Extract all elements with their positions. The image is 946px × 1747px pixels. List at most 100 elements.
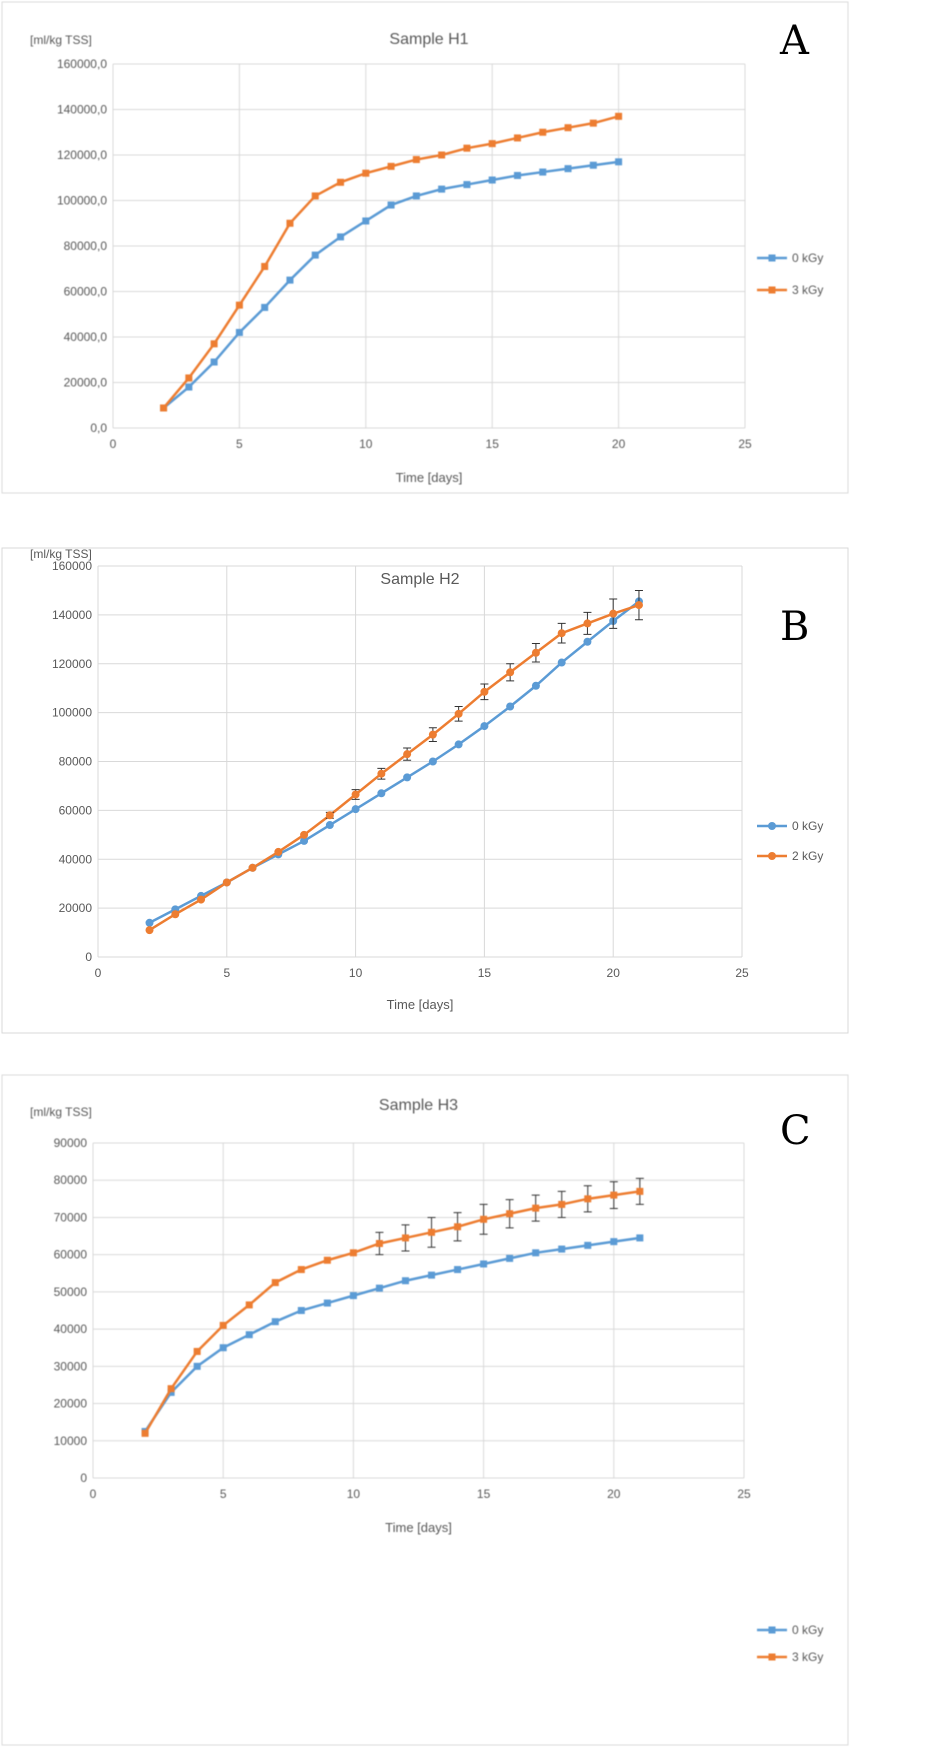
data-point bbox=[564, 165, 572, 173]
chart-title: Sample H3 bbox=[379, 1097, 458, 1114]
data-point bbox=[584, 1241, 592, 1249]
chart-border bbox=[1, 1074, 849, 1746]
data-point bbox=[583, 619, 592, 628]
data-point bbox=[222, 878, 231, 887]
y-tick-label: 60000 bbox=[54, 1248, 88, 1262]
data-point bbox=[428, 1228, 436, 1236]
data-point bbox=[463, 181, 471, 189]
x-tick-label: 0 bbox=[110, 437, 117, 451]
data-point bbox=[539, 168, 547, 176]
data-point bbox=[210, 358, 218, 366]
data-point bbox=[286, 276, 294, 284]
x-tick-label: 15 bbox=[478, 966, 492, 980]
data-point bbox=[506, 1210, 514, 1218]
x-axis-label: Time [days] bbox=[387, 997, 454, 1012]
legend-label: 2 kGy bbox=[792, 849, 823, 863]
x-tick-label: 25 bbox=[738, 437, 752, 451]
x-tick-label: 20 bbox=[607, 966, 621, 980]
y-tick-label: 0 bbox=[80, 1471, 87, 1485]
x-tick-label: 5 bbox=[220, 1487, 227, 1501]
y-tick-label: 100000,0 bbox=[57, 194, 107, 208]
x-tick-label: 5 bbox=[223, 966, 230, 980]
data-point bbox=[167, 1385, 175, 1393]
y-tick-label: 80000,0 bbox=[64, 239, 108, 253]
data-point bbox=[387, 201, 395, 209]
data-point bbox=[167, 1388, 175, 1396]
y-tick-label: 30000 bbox=[54, 1359, 88, 1373]
y-tick-label: 70000 bbox=[54, 1210, 88, 1224]
data-point bbox=[325, 821, 334, 830]
x-tick-label: 10 bbox=[347, 1487, 361, 1501]
data-point bbox=[210, 340, 218, 348]
data-point bbox=[506, 1254, 514, 1262]
y-tick-label: 120000 bbox=[52, 657, 92, 671]
x-axis-label: Time [days] bbox=[396, 470, 463, 485]
data-point bbox=[615, 112, 623, 120]
data-point bbox=[480, 722, 489, 731]
x-tick-label: 10 bbox=[349, 966, 363, 980]
y-tick-label: 100000 bbox=[52, 706, 92, 720]
panel-letter-b: B bbox=[780, 604, 810, 650]
x-tick-label: 15 bbox=[477, 1487, 491, 1501]
y-tick-label: 40000 bbox=[59, 852, 93, 866]
y-tick-label: 90000 bbox=[54, 1136, 88, 1150]
data-point bbox=[480, 1260, 488, 1268]
data-point bbox=[248, 863, 257, 872]
data-point bbox=[401, 1277, 409, 1285]
data-point bbox=[412, 192, 420, 200]
data-point bbox=[235, 328, 243, 336]
data-point bbox=[583, 637, 592, 646]
y-tick-label: 80000 bbox=[54, 1173, 88, 1187]
data-point bbox=[531, 648, 540, 657]
data-point bbox=[403, 773, 412, 782]
y-tick-label: 20000 bbox=[59, 901, 93, 915]
data-point bbox=[428, 1271, 436, 1279]
x-tick-label: 25 bbox=[735, 966, 749, 980]
data-point bbox=[235, 301, 243, 309]
panel-letter-c: C bbox=[780, 1108, 811, 1154]
y-axis-label: [ml/kg TSS] bbox=[30, 1105, 92, 1119]
data-point bbox=[300, 830, 309, 839]
chart-a: 0,0 20000,0 40000,0 60000,0 80000,0 100000,0 1… bbox=[1, 1, 849, 494]
data-point bbox=[558, 1245, 566, 1253]
legend-label: 0 kGy bbox=[792, 819, 823, 833]
data-point bbox=[160, 404, 168, 412]
data-point bbox=[300, 836, 309, 845]
data-point bbox=[615, 158, 623, 166]
data-point bbox=[513, 171, 521, 179]
data-point bbox=[297, 1266, 305, 1274]
y-tick-label: 40000 bbox=[54, 1322, 88, 1336]
data-point bbox=[428, 730, 437, 739]
y-tick-label: 60000 bbox=[59, 803, 93, 817]
x-tick-label: 25 bbox=[737, 1487, 751, 1501]
data-point bbox=[219, 1321, 227, 1329]
data-point bbox=[438, 151, 446, 159]
data-point bbox=[480, 687, 489, 696]
data-point bbox=[634, 601, 643, 610]
data-point bbox=[377, 789, 386, 798]
x-axis-label: Time [days] bbox=[385, 1520, 452, 1535]
data-point bbox=[513, 134, 521, 142]
x-tick-label: 10 bbox=[359, 437, 373, 451]
data-point bbox=[454, 740, 463, 749]
data-point bbox=[311, 251, 319, 259]
data-point bbox=[185, 374, 193, 382]
data-point bbox=[454, 1266, 462, 1274]
panel-letter-a: A bbox=[780, 18, 809, 64]
data-point bbox=[557, 658, 566, 667]
chart-title: Sample H2 bbox=[380, 571, 459, 588]
data-point bbox=[197, 895, 206, 904]
data-point bbox=[636, 1234, 644, 1242]
data-point bbox=[387, 162, 395, 170]
legend-label: 0 kGy bbox=[792, 251, 823, 265]
data-point bbox=[454, 1223, 462, 1231]
data-point bbox=[480, 1215, 488, 1223]
chart-border bbox=[1, 1, 849, 494]
y-axis-label: [ml/kg TSS] bbox=[30, 547, 92, 561]
data-point bbox=[532, 1204, 540, 1212]
y-tick-label: 160000,0 bbox=[57, 57, 107, 71]
data-point bbox=[557, 629, 566, 638]
data-point bbox=[351, 790, 360, 799]
data-point bbox=[286, 219, 294, 227]
data-point bbox=[412, 156, 420, 164]
